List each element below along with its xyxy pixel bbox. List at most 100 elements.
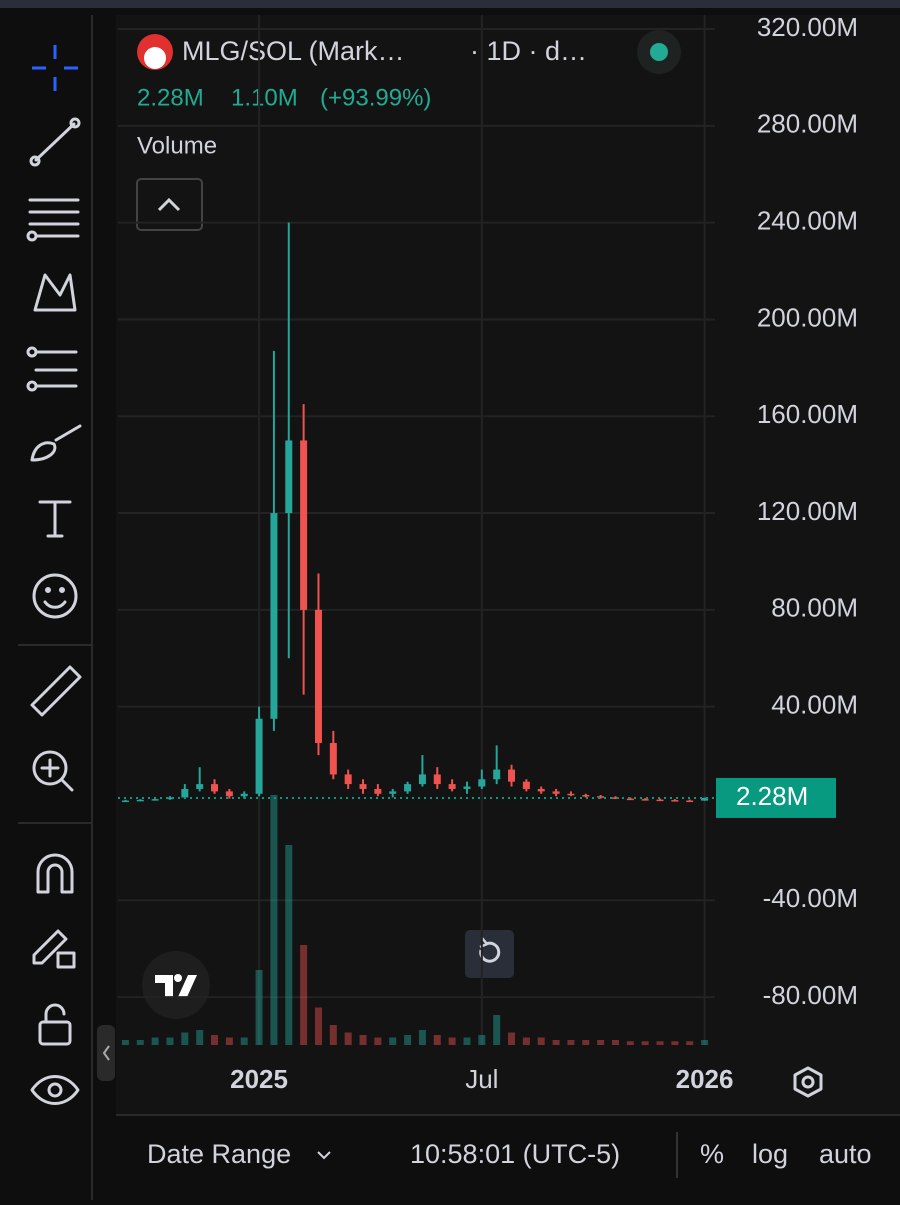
x-tick-label: 2026 [676,1064,734,1094]
volume-bar [300,945,308,1045]
ruler-tool[interactable] [30,665,82,717]
tv-logo[interactable] [142,951,210,1019]
auto-toggle[interactable]: auto [819,1139,872,1169]
last-value: 2.28M [137,84,204,111]
zoom-tool[interactable] [32,750,74,792]
clock: 10:58:01 (UTC-5) [410,1139,620,1169]
magnet-tool[interactable] [36,853,74,894]
text-tool[interactable] [38,500,72,538]
candle-body [166,797,174,800]
candle-body [597,796,605,798]
candle-body [225,791,233,797]
brush-tool[interactable] [30,424,82,462]
percent-toggle[interactable]: % [700,1139,724,1169]
volume-bar [329,1025,337,1045]
volume-bar [611,1040,619,1045]
pattern-tool[interactable] [33,273,77,312]
volume-bar [181,1032,189,1045]
candle-body [611,797,619,799]
volume-bar [567,1040,575,1045]
candle-body [656,799,664,802]
interval: · 1D · d… [470,36,587,66]
candle-body [493,769,501,780]
candle-body [522,781,530,789]
candle-body [329,742,337,775]
x-tick-label: 2025 [230,1064,288,1094]
volume-bar [344,1032,352,1045]
trendline-tool[interactable] [29,117,81,167]
candle-body [240,793,248,797]
lock-draw-tool[interactable] [32,929,76,969]
volume-bar [211,1035,219,1045]
volume-bar [626,1041,634,1045]
candle-body [374,788,382,794]
reset-button[interactable] [465,930,514,978]
symbol-title: MLG/SOL (Mark… [182,36,405,66]
volume-bar [686,1041,694,1045]
candle-body [626,798,634,801]
volume-bar [136,1040,144,1045]
candle-body [508,769,516,782]
volume-bar [166,1037,174,1045]
visibility-tool[interactable] [30,1075,80,1105]
change: 1.10M [231,84,298,111]
candle-body [567,793,575,796]
y-tick-label: 80.00M [771,593,858,623]
settings-button[interactable] [793,1066,823,1098]
candle-body [641,799,649,801]
last-price-tag [716,777,836,818]
change-percent: (+93.99%) [320,84,431,111]
volume-bar [374,1037,382,1045]
candle-body [433,774,441,785]
x-tick-label: Jul [465,1064,498,1094]
volume-bar [537,1037,545,1045]
candle-body [463,786,471,789]
volume-bar [314,1007,322,1045]
header: MLG/SOL (Mark… · 1D · d… 2.28M 1.10M (+9… [136,30,681,231]
y-tick-label: 160.00M [757,399,858,429]
volume-bar [359,1035,367,1045]
y-tick-label: 120.00M [757,496,858,526]
volume-bar [196,1030,204,1045]
candle-body [552,791,560,794]
log-toggle[interactable]: log [752,1139,788,1169]
volume-bar [656,1041,664,1045]
footer: Date Range 10:58:01 (UTC-5) % log auto [147,1132,872,1178]
date-range[interactable]: Date Range [147,1139,291,1169]
lock-tool[interactable] [38,1003,72,1046]
y-tick-label: 40.00M [771,690,858,720]
volume-bar [597,1040,605,1045]
volume-bar [389,1037,397,1045]
candle-body [121,800,129,803]
volume-bar [641,1041,649,1045]
y-tick-label: 320.00M [757,12,858,42]
candle-body [404,784,412,792]
volume-bar [225,1037,233,1045]
volume-bar [701,1040,709,1045]
emoji-tool[interactable] [32,573,78,619]
volume-bar [404,1035,412,1045]
candle-body [686,800,694,803]
crosshair-tool[interactable] [32,45,78,91]
candle-body [389,791,397,794]
y-tick-label: 280.00M [757,109,858,139]
volume-bar [255,970,263,1045]
volume-bar [582,1040,590,1045]
candle-body [181,788,189,798]
volume-bar [270,795,278,1045]
collapse-toolbar[interactable] [97,1025,115,1081]
candle-body [285,440,293,514]
volume-bar [418,1030,426,1045]
indicator-label: Volume [137,132,217,159]
volume-bar [493,1015,501,1045]
volume-bar [522,1037,530,1045]
candle-body [300,440,308,610]
fib-tool[interactable] [26,198,80,242]
volume-bar [671,1041,679,1045]
candle-body [196,784,204,789]
last-price-label: 2.28M [736,781,808,811]
forecast-tool[interactable] [26,346,78,392]
top-bar [0,0,900,8]
collapse-indicators[interactable] [136,178,203,231]
